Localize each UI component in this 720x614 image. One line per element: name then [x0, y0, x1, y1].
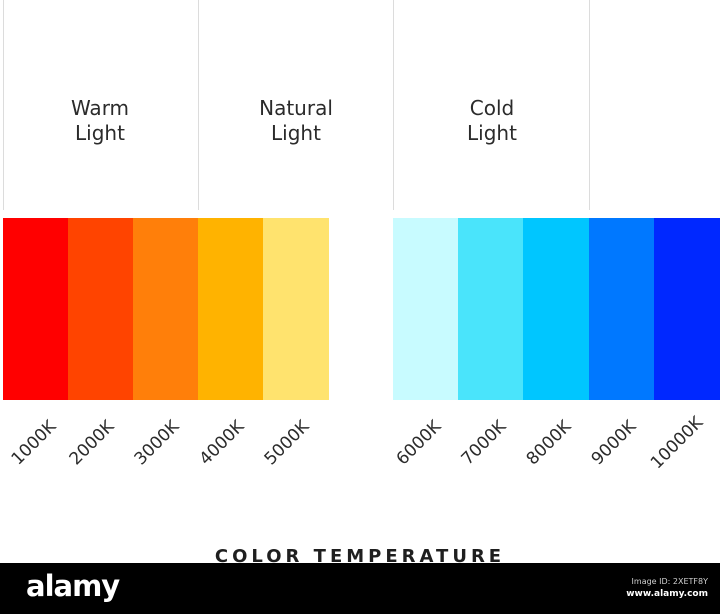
swatch-3000k — [133, 218, 199, 400]
swatch-5000k — [263, 218, 329, 400]
divider-line — [3, 0, 4, 210]
image-id: Image ID: 2XETF8Y — [631, 577, 708, 586]
swatch-9000k — [589, 218, 655, 400]
kelvin-label-5000k: 5000K — [260, 416, 314, 470]
divider-line — [198, 0, 199, 210]
kelvin-label-4000k: 4000K — [195, 416, 249, 470]
kelvin-label-8000k: 8000K — [522, 416, 576, 470]
natural-light-heading: Natural Light — [259, 96, 333, 145]
kelvin-label-6000k: 6000K — [392, 416, 446, 470]
swatch-8000k — [523, 218, 589, 400]
swatch-7000k — [458, 218, 524, 400]
diagram-caption: COLOR TEMPERATURE — [214, 546, 506, 567]
swatch-10000k — [654, 218, 720, 400]
site-url: www.alamy.com — [626, 589, 708, 599]
warm-light-heading: Warm Light — [70, 96, 130, 145]
swatch-2000k — [68, 218, 134, 400]
image-id-block: Image ID: 2XETF8Y www.alamy.com — [626, 576, 708, 600]
cold-light-heading: Cold Light — [467, 96, 517, 145]
alamy-logo: alamy — [26, 569, 120, 603]
watermark-footer: alamy Image ID: 2XETF8Y www.alamy.com — [0, 563, 720, 614]
divider-line — [393, 0, 394, 210]
kelvin-label-10000k: 10000K — [646, 412, 708, 474]
swatch-1000k — [3, 218, 69, 400]
kelvin-label-7000k: 7000K — [457, 416, 511, 470]
kelvin-label-3000k: 3000K — [130, 416, 184, 470]
divider-line — [589, 0, 590, 210]
swatch-4000k — [198, 218, 264, 400]
kelvin-label-9000k: 9000K — [587, 416, 641, 470]
swatch-6000k — [393, 218, 459, 400]
